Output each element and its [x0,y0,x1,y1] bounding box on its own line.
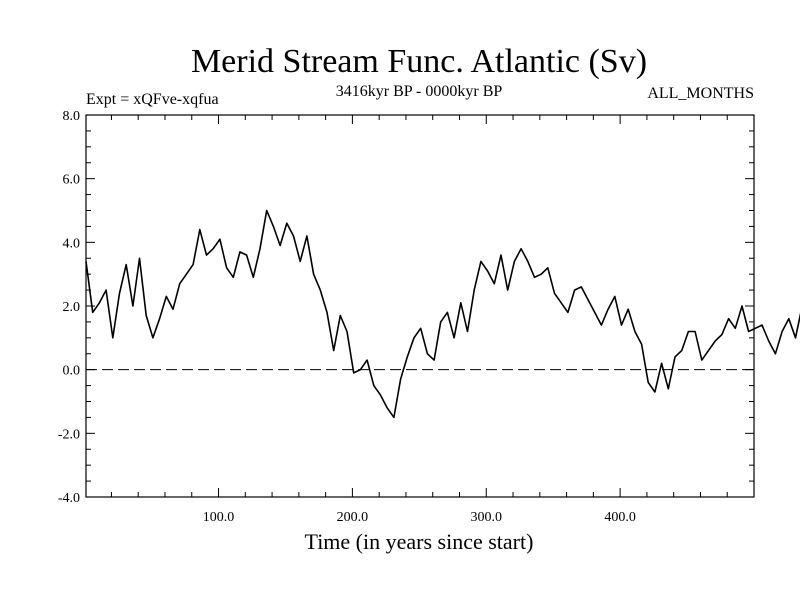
x-tick-label: 100.0 [203,510,235,525]
plot-area: -4.0 -2.0 0.0 2.0 4.0 6.0 8.0 100.0 200.0 300.0 40… [58,109,800,525]
x-tick-label: 400.0 [604,510,636,525]
y-tick-label: 8.0 [63,109,81,124]
x-tick-label: 200.0 [337,510,369,525]
chart-title: Merid Stream Func. Atlantic (Sv) [191,43,647,80]
time-range-label: 3416kyr BP - 0000kyr BP [336,83,503,100]
x-tick-label: 300.0 [471,510,503,525]
y-tick-label: -2.0 [58,427,80,442]
y-tick-label: 4.0 [63,236,81,251]
experiment-label: Expt = xQFve-xqfua [86,91,219,108]
y-tick-label: 0.0 [63,364,81,379]
y-tick-label: 6.0 [63,173,81,188]
series-line [85,209,800,419]
y-tick-label: 2.0 [63,300,81,315]
months-label: ALL_MONTHS [647,85,754,102]
plot-frame [85,114,755,498]
y-tick-label: -4.0 [58,491,80,506]
x-axis-label: Time (in years since start) [305,529,534,554]
